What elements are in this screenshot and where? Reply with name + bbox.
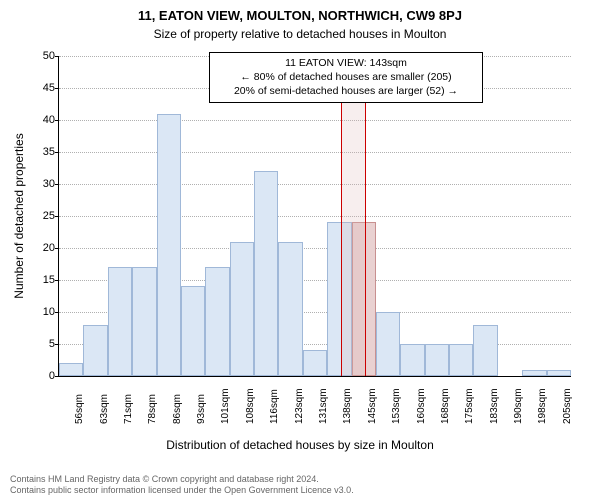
bar [400,344,424,376]
y-tick-label: 5 [29,338,55,350]
callout-box: 11 EATON VIEW: 143sqm ← 80% of detached … [209,52,483,103]
x-tick-label: 108sqm [245,388,256,424]
bar [108,267,132,376]
y-tick-label: 10 [29,306,55,318]
y-tick-label: 40 [29,114,55,126]
y-tick-label: 0 [29,370,55,382]
x-tick-label: 168sqm [440,388,451,424]
plot-area: 11 EATON VIEW: 143sqm ← 80% of detached … [58,56,571,377]
y-tick-label: 25 [29,210,55,222]
bar [132,267,156,376]
x-tick-label: 175sqm [464,388,475,424]
bar [254,171,278,376]
bar [376,312,400,376]
bar [83,325,107,376]
x-tick-label: 190sqm [513,388,524,424]
chart-title: 11, EATON VIEW, MOULTON, NORTHWICH, CW9 … [0,0,600,23]
callout-line1: 11 EATON VIEW: 143sqm [217,56,475,70]
x-tick-label: 123sqm [294,388,305,424]
x-tick-label: 116sqm [269,389,280,424]
y-axis-label: Number of detached properties [12,133,26,298]
figure: 11, EATON VIEW, MOULTON, NORTHWICH, CW9 … [0,0,600,500]
y-tick-label: 20 [29,242,55,254]
bar [230,242,254,376]
x-tick-label: 71sqm [123,394,134,424]
y-tick-label: 50 [29,50,55,62]
marker-vline [365,56,366,376]
bar [303,350,327,376]
bar [449,344,473,376]
bar [205,267,229,376]
y-tick-label: 15 [29,274,55,286]
y-tick-label: 30 [29,178,55,190]
bar [425,344,449,376]
chart-subtitle: Size of property relative to detached ho… [0,23,600,41]
x-tick-labels: 56sqm 63sqm 71sqm 78sqm 86sqm 93sqm 101sqm 108s… [58,378,570,438]
callout-line2: ← 80% of detached houses are smaller (20… [217,70,475,84]
credit-text: Contains HM Land Registry data © Crown c… [10,474,590,497]
x-tick-label: 56sqm [74,394,85,424]
x-axis-title: Distribution of detached houses by size … [0,438,600,452]
x-tick-label: 86sqm [172,394,183,424]
bars-layer [59,56,571,376]
bar [59,363,83,376]
x-tick-label: 138sqm [342,388,353,424]
x-tick-label: 183sqm [489,388,500,424]
x-tick-label: 78sqm [147,394,158,424]
bar [157,114,181,376]
x-tick-label: 198sqm [537,388,548,424]
y-tick-label: 35 [29,146,55,158]
x-tick-label: 131sqm [318,388,329,424]
x-tick-label: 101sqm [220,388,231,424]
bar [522,370,546,376]
bar [181,286,205,376]
x-tick-label: 93sqm [196,394,207,424]
bar [547,370,571,376]
x-tick-label: 160sqm [416,388,427,424]
credit-line1: Contains HM Land Registry data © Crown c… [10,474,590,485]
callout-line3: 20% of semi-detached houses are larger (… [217,84,475,98]
credit-line2: Contains public sector information licen… [10,485,590,496]
x-tick-label: 153sqm [391,388,402,424]
x-tick-label: 205sqm [562,388,573,424]
marker-vline [341,56,342,376]
y-tick-label: 45 [29,82,55,94]
x-tick-label: 145sqm [367,388,378,424]
bar [278,242,302,376]
x-tick-label: 63sqm [99,394,110,424]
bar [473,325,497,376]
